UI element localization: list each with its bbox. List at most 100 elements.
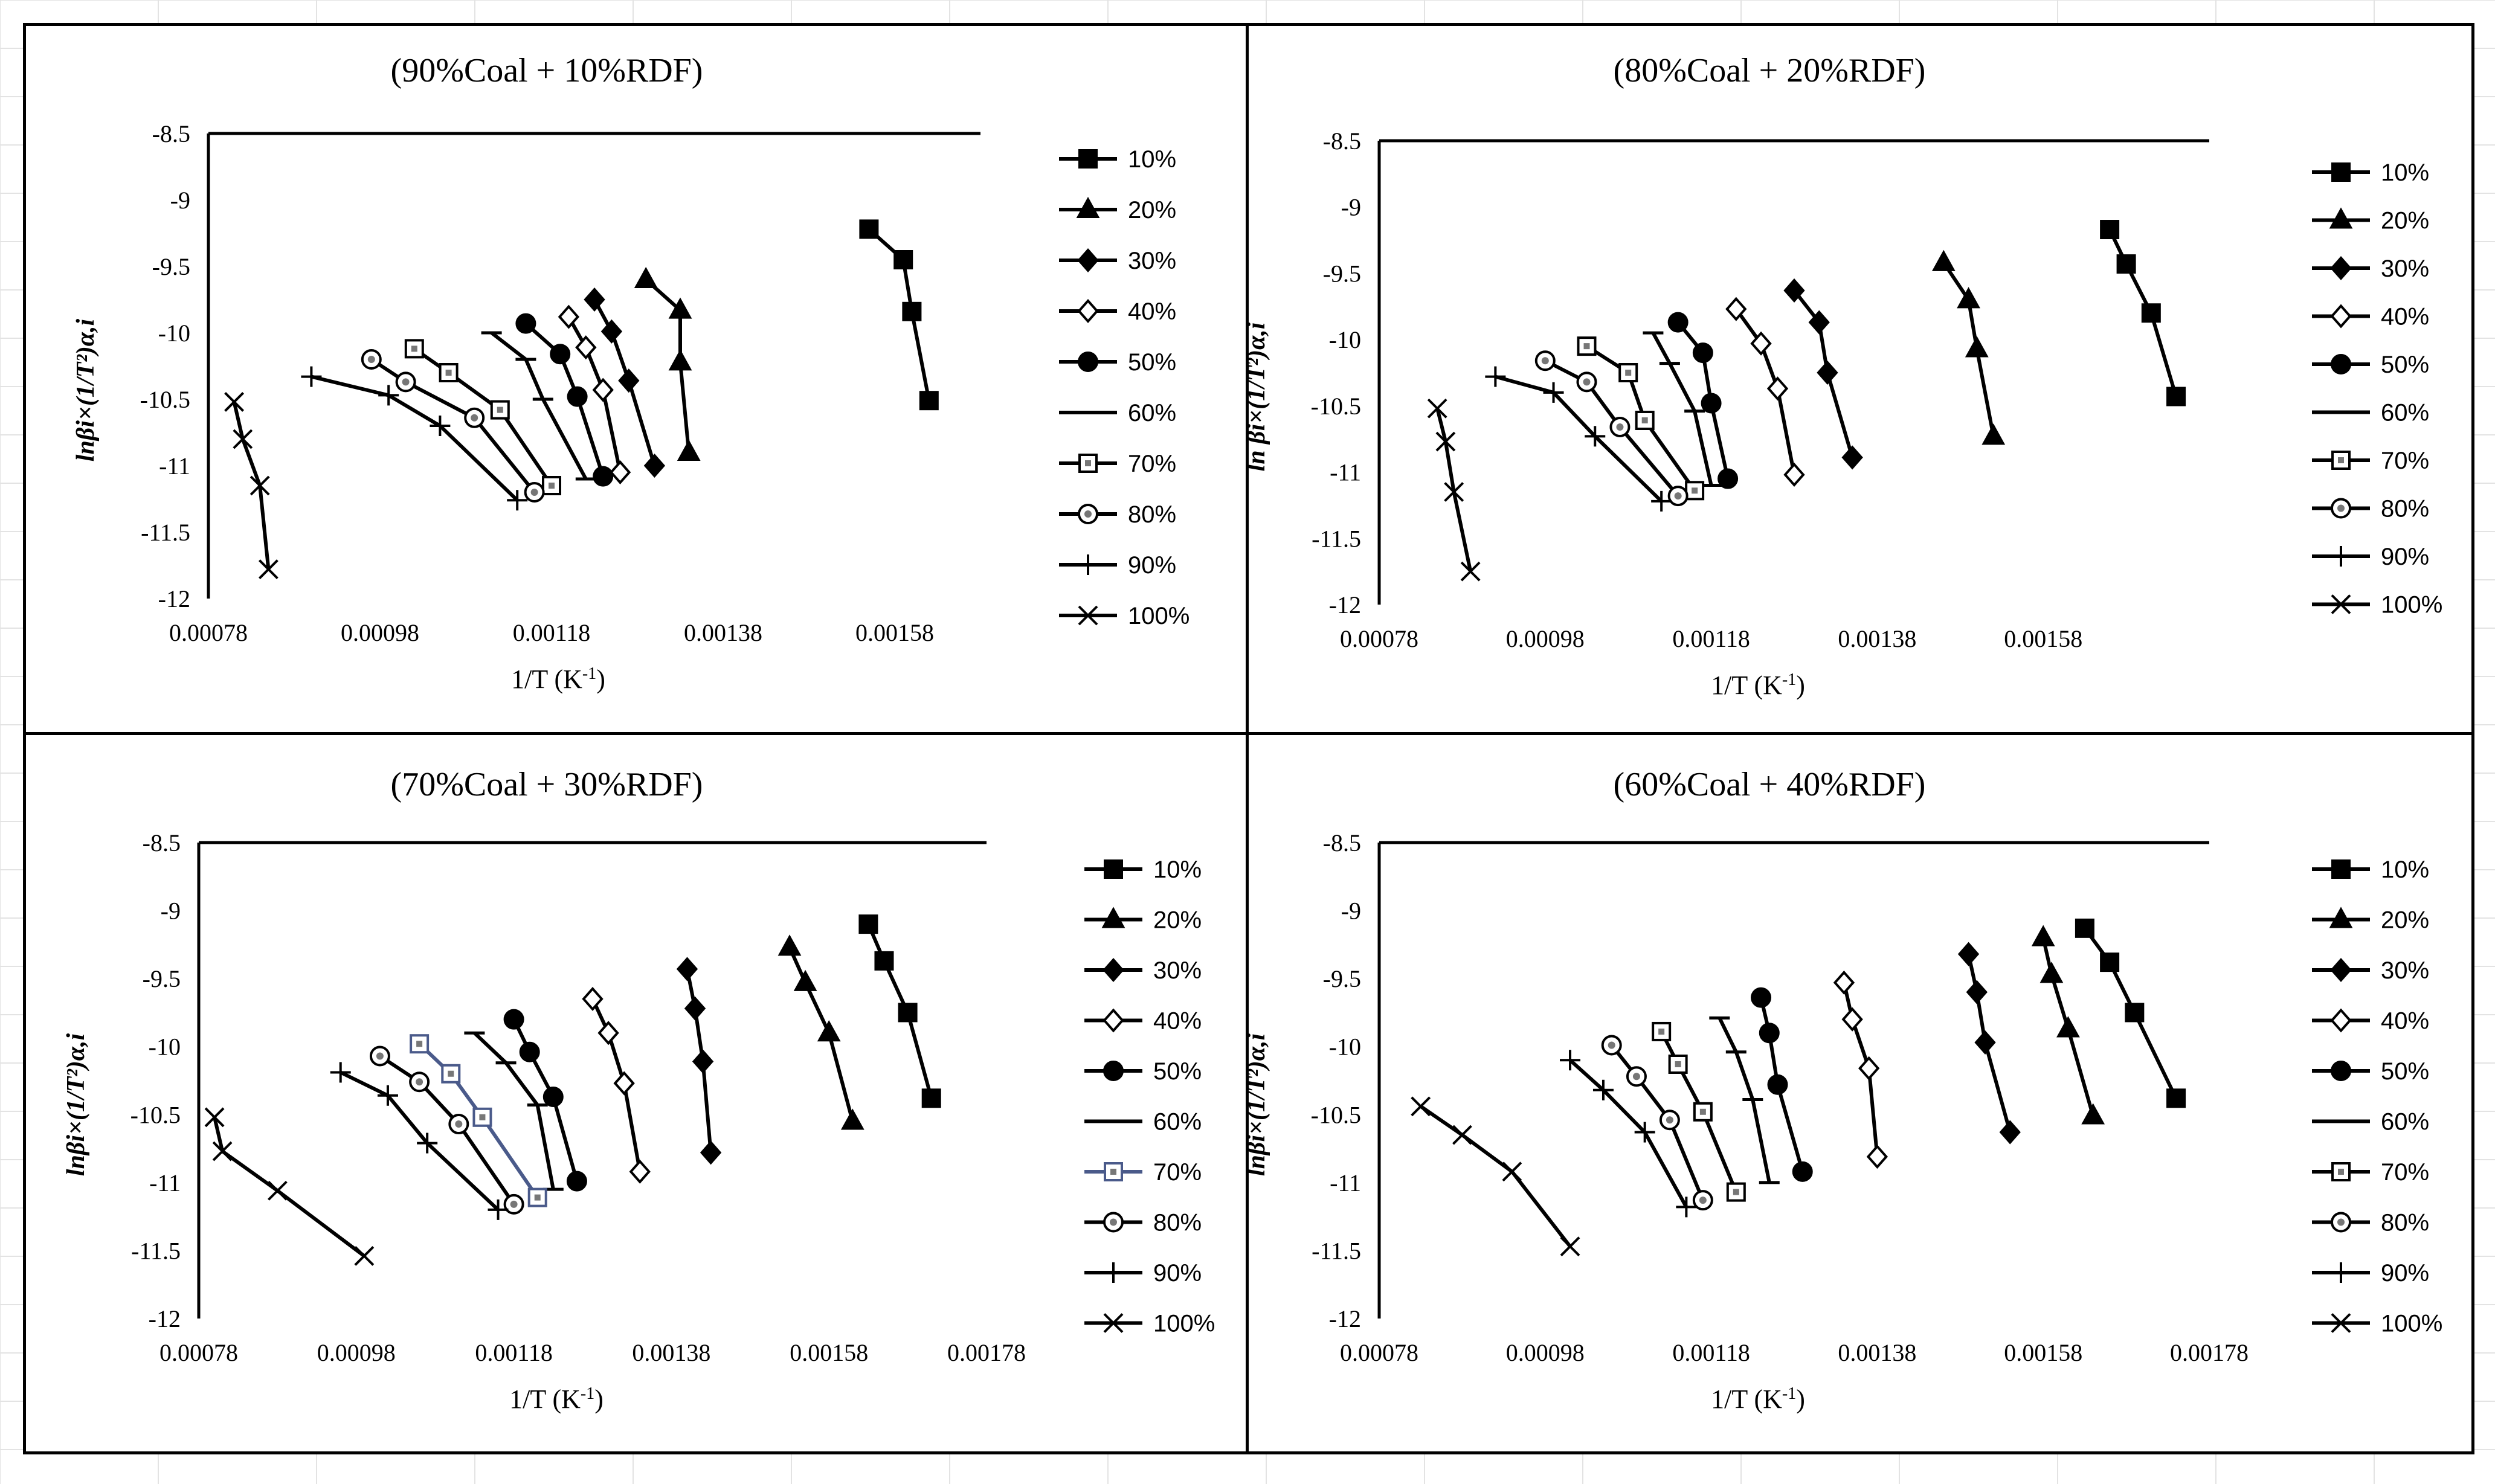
legend-label: 30%	[1128, 248, 1176, 274]
x-axis-label-end: )	[1796, 1384, 1805, 1414]
series-line	[1966, 953, 2012, 1133]
y-tick-label: -9	[170, 187, 190, 214]
legend-label: 20%	[2381, 907, 2429, 934]
data-point	[558, 304, 580, 329]
legend-label: 70%	[1153, 1159, 1202, 1186]
legend-entry: 10%	[1084, 856, 1202, 883]
data-point	[859, 219, 879, 239]
legend-entry: 90%	[1084, 1260, 1202, 1286]
legend-label: 90%	[1153, 1260, 1202, 1286]
data-point	[1982, 423, 2006, 445]
data-point-b	[224, 391, 245, 412]
data-point-inner	[402, 378, 410, 386]
data-point	[2125, 1003, 2145, 1023]
data-point-inner	[534, 1194, 541, 1201]
legend-label: 70%	[2381, 1159, 2429, 1186]
y-tick-label: -11.5	[141, 519, 190, 546]
series-10%	[2075, 918, 2186, 1108]
legend-marker	[2331, 162, 2351, 182]
series-10%	[2100, 220, 2186, 406]
chart-panel-80-coal: (80%Coal + 20%RDF) -8.5 -9 -9.5 -10 -10.5 -11 -…	[1246, 23, 2474, 738]
y-tick-label: -10	[1329, 326, 1361, 353]
data-point	[817, 1020, 841, 1042]
series-line	[1676, 321, 1730, 480]
data-point	[1783, 278, 1805, 303]
y-tick-label: -11.5	[1312, 1237, 1361, 1264]
data-point	[1999, 1120, 2021, 1145]
series-70%	[404, 339, 561, 495]
data-point	[893, 250, 913, 269]
data-point	[1841, 1007, 1863, 1032]
legend-entry: 60%	[2312, 400, 2429, 426]
legend-entry: 70%	[2312, 448, 2429, 474]
series-line	[213, 1117, 365, 1258]
data-point-inner	[1658, 1028, 1665, 1035]
data-point	[1750, 331, 1772, 356]
series-line	[524, 322, 605, 477]
legend-entry: 10%	[2312, 159, 2429, 186]
data-point	[840, 1108, 864, 1130]
series-10%	[859, 219, 939, 411]
legend-label: 80%	[1128, 501, 1176, 528]
x-tick-label: 0.00078	[169, 619, 248, 646]
x-tick-label: 0.00078	[1340, 625, 1418, 652]
data-point-inner	[1608, 1041, 1615, 1049]
data-point	[1725, 297, 1747, 321]
data-point-inner	[1674, 492, 1682, 500]
data-point	[542, 1087, 564, 1108]
legend-label: 90%	[2381, 544, 2429, 570]
data-point	[874, 951, 894, 971]
legend-label: 10%	[1153, 856, 1202, 883]
y-tick-label: -9	[1341, 194, 1361, 221]
series-40%	[558, 304, 631, 485]
legend-marker	[2330, 957, 2352, 983]
series-line	[685, 968, 713, 1153]
legend-marker-b	[2331, 1313, 2351, 1333]
data-point-b	[1502, 1161, 1522, 1182]
data-point	[2166, 1088, 2186, 1108]
data-point	[1841, 445, 1863, 470]
x-tick-label: 0.00078	[159, 1339, 238, 1366]
x-tick-label: 0.00158	[790, 1339, 868, 1366]
series-line	[593, 298, 657, 466]
legend-marker	[2330, 255, 2352, 281]
series-50%	[1751, 987, 1813, 1182]
data-point-b	[1411, 1096, 1431, 1117]
data-point	[618, 368, 640, 393]
data-point-b	[1452, 1125, 1472, 1145]
data-point	[609, 460, 631, 485]
data-point	[1957, 287, 1980, 309]
data-point	[2081, 1103, 2105, 1125]
legend-entry: 50%	[2312, 352, 2429, 378]
legend-entry: 30%	[1084, 957, 1202, 984]
series-100%	[224, 391, 278, 580]
data-point-b	[204, 1107, 225, 1128]
data-point	[1759, 1023, 1780, 1044]
data-point	[575, 335, 597, 360]
data-point-inner	[1625, 370, 1632, 376]
data-point	[1974, 1030, 1996, 1055]
legend-marker	[2331, 859, 2351, 879]
series-line	[1651, 332, 1713, 486]
legend-label: 60%	[1128, 400, 1176, 426]
chart-80-coal-20-rdf: (80%Coal + 20%RDF) -8.5 -9 -9.5 -10 -10.5 -11 -…	[1249, 52, 2442, 700]
legend-marker-inner	[2337, 1218, 2345, 1226]
legend-marker	[2331, 354, 2351, 374]
data-point	[2056, 1016, 2080, 1038]
legend-entry: 80%	[2312, 1210, 2429, 1236]
legend-entry: 50%	[1059, 349, 1176, 376]
legend-marker-b	[2331, 594, 2351, 614]
x-tick-label: 0.00098	[341, 619, 419, 646]
data-point	[2075, 918, 2094, 938]
x-axis-label-end: )	[596, 664, 605, 694]
legend-entry: 20%	[1084, 907, 1202, 934]
legend-entry: 10%	[1059, 146, 1176, 173]
y-tick-label: -9.5	[152, 253, 190, 280]
data-point-b	[212, 1141, 233, 1161]
data-point	[515, 313, 536, 334]
data-point	[2039, 962, 2064, 983]
legend-entry: 100%	[1059, 603, 1190, 629]
data-point-inner	[1632, 1073, 1640, 1081]
data-point	[1808, 310, 1830, 335]
data-point-b	[250, 475, 270, 496]
